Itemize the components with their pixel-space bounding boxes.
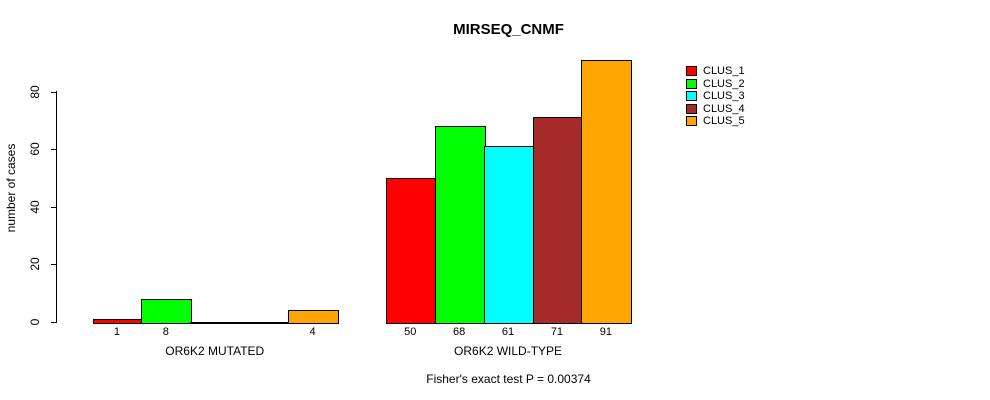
legend-swatch (686, 103, 697, 114)
y-axis-tick (51, 149, 57, 150)
legend-label: CLUS_1 (703, 65, 745, 77)
y-axis-tick-label: 80 (28, 84, 42, 99)
bar (92, 318, 144, 324)
bar-value-label: 4 (309, 326, 316, 338)
bar (385, 177, 437, 324)
legend-label: CLUS_4 (703, 102, 745, 115)
y-axis-tick (51, 321, 57, 323)
bar-value-label: 8 (162, 326, 169, 338)
y-axis-tick-label: 60 (28, 142, 42, 156)
bar (141, 298, 193, 324)
bar-value-label: 1 (113, 326, 120, 338)
bar (288, 310, 339, 324)
bar (581, 59, 633, 324)
x-axis-group-label: OR6K2 MUTATED (165, 344, 265, 358)
bar-value-label: 61 (501, 326, 515, 338)
bar (532, 117, 584, 324)
bar (483, 146, 535, 324)
legend-label: CLUS_5 (703, 115, 745, 127)
legend-label: CLUS_2 (703, 77, 745, 90)
y-axis-tick (51, 264, 57, 265)
bar (434, 126, 486, 324)
y-axis-tick-label: 40 (28, 199, 42, 214)
legend-label: CLUS_3 (703, 90, 745, 102)
y-axis-tick-label: 20 (28, 257, 42, 271)
legend-swatch (686, 66, 697, 76)
y-axis-tick (51, 206, 57, 208)
bar-value-label: 91 (599, 326, 612, 338)
legend-swatch (686, 91, 697, 101)
bar-value-label: 50 (404, 326, 417, 338)
fisher-test-annotation: Fisher's exact test P = 0.00374 (426, 372, 591, 386)
y-axis-tick (51, 91, 57, 93)
bar (239, 321, 291, 324)
x-axis-group-label: OR6K2 WILD-TYPE (454, 344, 563, 358)
legend-swatch (686, 116, 697, 126)
bar-value-label: 71 (550, 326, 564, 338)
bar-value-label: 68 (453, 326, 466, 338)
chart-title: MIRSEQ_CNMF (453, 21, 564, 38)
legend-swatch (686, 78, 697, 89)
bar (190, 321, 242, 324)
y-axis-tick-label: 0 (28, 318, 42, 325)
